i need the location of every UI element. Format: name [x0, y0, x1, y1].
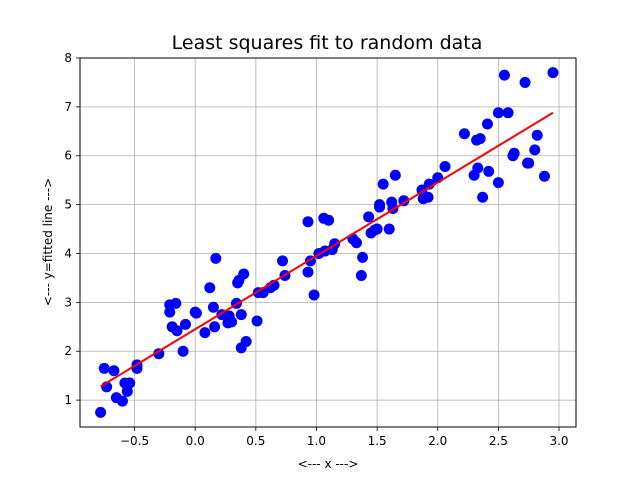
data-point [374, 199, 386, 211]
data-point [363, 211, 375, 223]
data-point [226, 316, 238, 328]
data-point [240, 335, 252, 347]
data-point [458, 128, 470, 140]
data-point [308, 289, 320, 301]
y-tick-label: 4 [64, 246, 72, 260]
x-tick-label: 3.0 [549, 434, 568, 448]
data-point [523, 157, 535, 169]
x-axis-ticks: −0.5 0.0 0.5 1.0 1.5 2.0 2.5 3.0 [120, 427, 569, 448]
data-point [177, 345, 189, 357]
y-tick-label: 7 [64, 100, 72, 114]
data-point [474, 133, 486, 145]
y-axis-label: <--- y=fitted line ---> [41, 178, 55, 306]
data-point [398, 195, 410, 207]
y-tick-label: 6 [64, 149, 72, 163]
y-tick-label: 1 [64, 393, 72, 407]
y-tick-label: 3 [64, 295, 72, 309]
x-tick-label: 0.0 [186, 434, 205, 448]
x-tick-label: 2.0 [428, 434, 447, 448]
data-point [277, 255, 289, 267]
data-point [210, 252, 222, 264]
chart-title: Least squares fit to random data [172, 32, 483, 54]
data-point [439, 161, 451, 173]
data-point [383, 223, 395, 235]
data-point [207, 301, 219, 313]
x-axis-label: <--- x ---> [298, 457, 359, 471]
data-point [190, 307, 202, 319]
data-point [302, 216, 314, 228]
x-tick-label: 2.5 [489, 434, 508, 448]
data-point [502, 107, 514, 119]
data-point [547, 67, 559, 79]
data-point [422, 191, 434, 203]
data-point [538, 170, 550, 182]
data-point [531, 129, 543, 141]
grid-lines [80, 57, 576, 427]
data-point [355, 269, 367, 281]
data-point [481, 118, 493, 130]
data-point [519, 76, 531, 88]
fit-line-group [100, 111, 554, 388]
data-point [377, 178, 389, 190]
data-point [204, 282, 216, 294]
data-point [251, 315, 263, 327]
x-tick-label: 1.5 [368, 434, 387, 448]
data-point [302, 266, 314, 278]
data-point [371, 223, 383, 235]
data-point [357, 251, 369, 263]
data-point [492, 177, 504, 189]
x-tick-label: −0.5 [120, 434, 149, 448]
data-point [529, 144, 541, 156]
data-point [238, 268, 250, 280]
data-point [121, 385, 133, 397]
data-point [180, 318, 192, 330]
data-point [124, 377, 136, 389]
data-point [199, 327, 211, 339]
data-point [235, 309, 247, 321]
data-point [164, 306, 176, 318]
data-point [153, 348, 165, 360]
data-point [508, 147, 520, 159]
data-point [483, 165, 495, 177]
data-point [472, 162, 484, 174]
data-point [116, 395, 128, 407]
data-point [95, 406, 107, 418]
data-point [389, 169, 401, 181]
y-tick-label: 5 [64, 198, 72, 212]
fit-line [100, 111, 554, 388]
data-point [170, 297, 182, 309]
data-point [498, 69, 510, 81]
y-tick-label: 8 [64, 51, 72, 65]
y-axis-ticks: 1 2 3 4 5 6 7 8 [64, 51, 80, 407]
x-tick-label: 1.0 [307, 434, 326, 448]
data-points [95, 67, 559, 418]
plot-frame [79, 57, 577, 428]
data-point [98, 362, 110, 374]
x-tick-label: 0.5 [246, 434, 265, 448]
data-point [323, 214, 335, 226]
data-point [209, 321, 221, 333]
data-point [492, 107, 504, 119]
data-point [477, 191, 489, 203]
data-point [350, 237, 362, 249]
data-point [108, 365, 120, 377]
data-point [171, 325, 183, 337]
y-tick-label: 2 [64, 344, 72, 358]
